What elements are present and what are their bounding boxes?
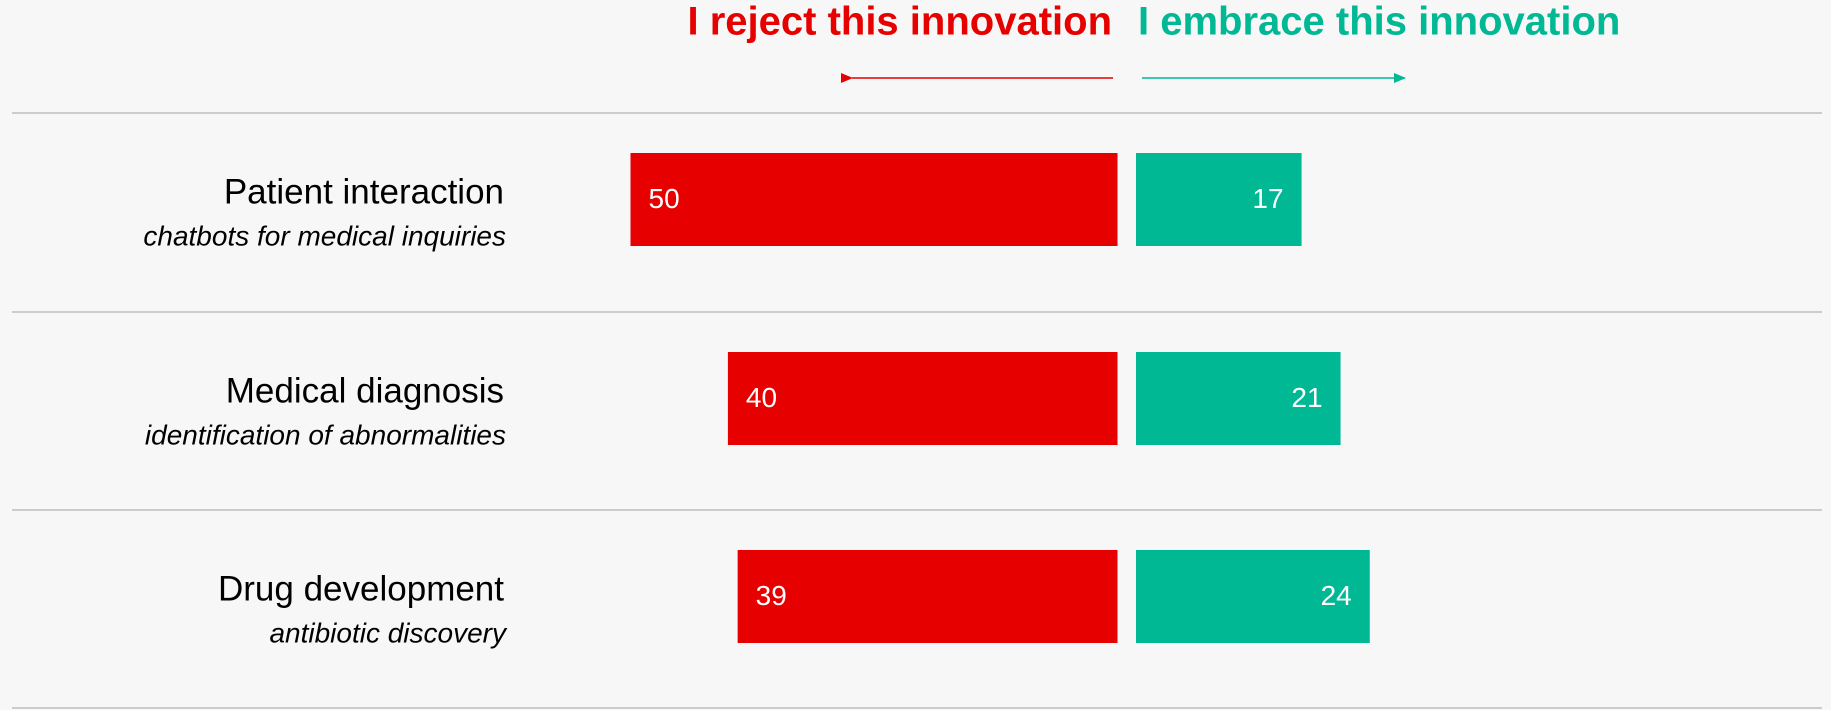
bar — [1136, 352, 1341, 445]
category-label: Patient interaction — [224, 172, 504, 211]
category-label: Medical diagnosis — [226, 371, 504, 410]
value-label: 40 — [746, 382, 777, 413]
bar — [1136, 550, 1370, 643]
category-label: Drug development — [218, 569, 504, 608]
bar — [630, 153, 1118, 246]
value-label: 17 — [1252, 183, 1283, 214]
category-subtitle: antibiotic discovery — [269, 617, 508, 648]
category-subtitle: chatbots for medical inquiries — [143, 220, 506, 251]
bar — [1136, 153, 1302, 246]
series-heading: I embrace this innovation — [1138, 0, 1620, 44]
value-label: 24 — [1321, 580, 1352, 611]
value-label: 39 — [756, 580, 787, 611]
bar — [737, 550, 1118, 643]
value-label: 21 — [1291, 382, 1322, 413]
bar — [727, 352, 1118, 445]
series-heading: I reject this innovation — [687, 0, 1112, 44]
value-label: 50 — [649, 183, 680, 214]
category-subtitle: identification of abnormalities — [145, 419, 506, 450]
